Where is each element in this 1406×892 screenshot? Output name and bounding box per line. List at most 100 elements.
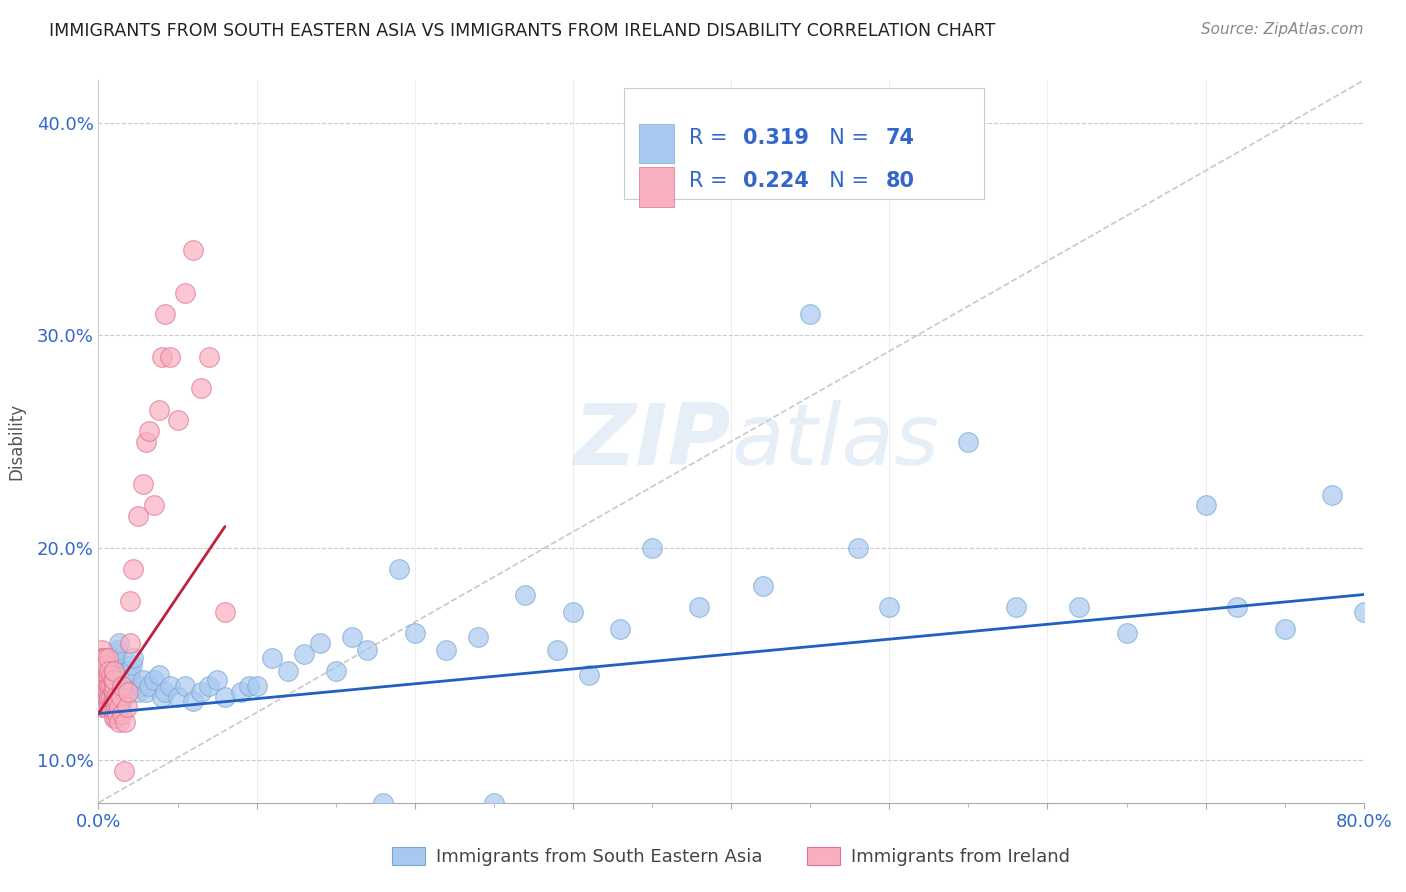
- Point: [277, 664, 299, 678]
- Point: [122, 651, 145, 665]
- Point: [114, 714, 136, 729]
- Point: [103, 653, 125, 667]
- Point: [103, 651, 125, 665]
- Point: [101, 668, 124, 682]
- Text: Source: ZipAtlas.com: Source: ZipAtlas.com: [1201, 22, 1364, 37]
- Point: [96, 657, 118, 672]
- Point: [104, 711, 127, 725]
- Point: [142, 673, 165, 687]
- Point: [238, 679, 260, 693]
- Point: [98, 664, 121, 678]
- Point: [90, 642, 112, 657]
- Point: [98, 679, 121, 693]
- Point: [799, 307, 821, 321]
- Point: [356, 642, 378, 657]
- Y-axis label: Disability: Disability: [7, 403, 25, 480]
- Point: [97, 685, 120, 699]
- Point: [190, 685, 212, 699]
- Point: [100, 668, 122, 682]
- Point: [1067, 600, 1090, 615]
- Point: [609, 622, 631, 636]
- Point: [89, 651, 111, 665]
- Text: atlas: atlas: [731, 400, 939, 483]
- Text: ZIP: ZIP: [574, 400, 731, 483]
- Point: [229, 685, 252, 699]
- Text: R =: R =: [689, 171, 734, 192]
- Point: [122, 562, 145, 576]
- Point: [93, 651, 117, 665]
- Point: [1353, 605, 1375, 619]
- Point: [214, 690, 236, 704]
- Point: [96, 673, 118, 687]
- Point: [103, 662, 125, 676]
- Point: [120, 594, 141, 608]
- Point: [103, 690, 125, 704]
- Point: [150, 690, 173, 704]
- Point: [96, 690, 118, 704]
- Point: [96, 690, 118, 704]
- Point: [89, 690, 111, 704]
- Point: [174, 285, 197, 300]
- Point: [100, 700, 122, 714]
- Point: [120, 668, 141, 682]
- Point: [142, 498, 165, 512]
- Point: [153, 307, 176, 321]
- Point: [108, 636, 131, 650]
- Point: [101, 673, 124, 687]
- Point: [121, 657, 143, 672]
- Point: [1274, 622, 1296, 636]
- Point: [138, 424, 160, 438]
- Point: [292, 647, 315, 661]
- Point: [115, 679, 138, 693]
- Point: [101, 694, 124, 708]
- Point: [214, 605, 236, 619]
- Point: [100, 673, 122, 687]
- Point: [150, 350, 173, 364]
- Point: [148, 668, 170, 682]
- Point: [103, 679, 125, 693]
- Point: [103, 664, 125, 678]
- Point: [96, 683, 118, 698]
- Point: [246, 679, 269, 693]
- Point: [340, 630, 363, 644]
- Point: [388, 562, 411, 576]
- Point: [751, 579, 773, 593]
- Point: [546, 642, 568, 657]
- Point: [115, 700, 138, 714]
- Point: [107, 642, 129, 657]
- Text: N =: N =: [815, 171, 876, 192]
- Point: [100, 679, 122, 693]
- Point: [91, 651, 114, 665]
- Point: [114, 685, 136, 699]
- Point: [138, 679, 160, 693]
- Point: [198, 679, 221, 693]
- Point: [98, 679, 121, 693]
- Point: [90, 651, 112, 665]
- Point: [103, 664, 125, 678]
- Point: [153, 685, 176, 699]
- Point: [107, 694, 129, 708]
- Point: [120, 636, 141, 650]
- Point: [103, 700, 125, 714]
- Text: R =: R =: [689, 128, 734, 148]
- Point: [90, 673, 112, 687]
- Point: [166, 690, 188, 704]
- Point: [110, 690, 132, 704]
- Text: 74: 74: [886, 128, 914, 148]
- FancyBboxPatch shape: [638, 167, 675, 207]
- Point: [96, 698, 118, 712]
- Point: [98, 698, 121, 712]
- Point: [111, 679, 134, 693]
- Point: [117, 685, 139, 699]
- Text: N =: N =: [815, 128, 876, 148]
- Point: [104, 647, 127, 661]
- Point: [1322, 488, 1344, 502]
- Point: [112, 764, 135, 778]
- Point: [135, 685, 157, 699]
- Point: [127, 685, 149, 699]
- FancyBboxPatch shape: [638, 124, 675, 163]
- Point: [846, 541, 869, 555]
- Point: [190, 381, 212, 395]
- Point: [174, 679, 197, 693]
- Point: [135, 434, 157, 449]
